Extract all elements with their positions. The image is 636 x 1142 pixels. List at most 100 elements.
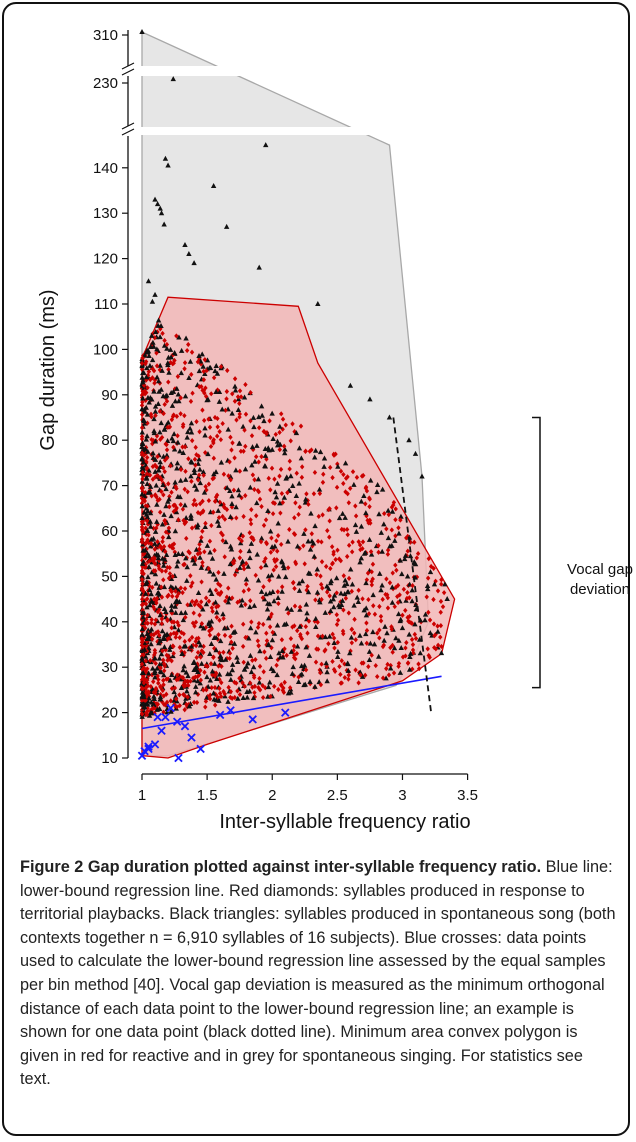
triangle-point: [366, 648, 373, 654]
diamond-point: [353, 667, 358, 673]
triangle-point: [227, 543, 234, 549]
triangle-point: [212, 599, 219, 605]
triangle-point: [179, 650, 185, 656]
diamond-point: [161, 668, 167, 674]
cross-point: [157, 726, 166, 735]
diamond-point: [216, 632, 221, 638]
diamond-point: [178, 395, 183, 401]
diamond-point: [207, 538, 213, 544]
diamond-point: [345, 491, 350, 497]
triangle-point: [275, 442, 281, 448]
diamond-point: [140, 686, 145, 692]
triangle-point: [280, 562, 287, 568]
diamond-point: [223, 407, 228, 413]
diamond-point: [346, 676, 351, 682]
triangle-point: [142, 408, 148, 414]
triangle-point: [181, 663, 187, 669]
diamond-point: [151, 705, 156, 711]
triangle-point: [225, 599, 232, 605]
diamond-point: [255, 624, 261, 630]
cross-stroke-b: [180, 721, 190, 731]
diamond-point: [250, 472, 256, 478]
triangle-point: [153, 328, 159, 334]
diamond-point: [275, 533, 281, 539]
triangle-point: [357, 669, 363, 675]
diamond-point: [188, 573, 193, 579]
diamond-point: [169, 658, 174, 664]
diamond-point: [214, 604, 219, 610]
triangle-point: [370, 592, 376, 598]
triangle-point: [249, 462, 255, 468]
diamond-point: [414, 555, 419, 561]
diamond-point: [241, 588, 246, 594]
diamond-point: [335, 461, 340, 467]
diamond-point: [385, 547, 391, 553]
diamond-point: [349, 549, 355, 555]
diamond-point: [163, 548, 168, 555]
diamond-point: [303, 527, 308, 533]
diamond-point: [198, 604, 204, 610]
triangle-point: [177, 448, 183, 454]
diamond-point: [438, 609, 443, 615]
triangle-point: [379, 582, 385, 588]
triangle-point: [172, 603, 178, 609]
triangle-point: [232, 383, 238, 389]
triangle-point: [307, 546, 314, 552]
diamond-point: [169, 625, 174, 631]
triangle-point: [267, 528, 274, 534]
triangle-point: [218, 501, 224, 507]
triangle-point: [353, 528, 360, 534]
triangle-point: [140, 459, 147, 465]
diamond-point: [316, 513, 321, 520]
triangle-point: [265, 573, 272, 579]
diamond-point: [352, 616, 357, 622]
diamond-point: [166, 575, 172, 581]
cross-point: [174, 753, 183, 763]
triangle-point: [157, 334, 163, 340]
triangle-point: [375, 653, 382, 659]
diamond-point: [267, 418, 272, 424]
diamond-point: [202, 669, 207, 675]
triangle-point: [396, 637, 402, 643]
diamond-point: [241, 448, 246, 454]
triangle-point: [160, 481, 166, 487]
diamond-point: [229, 639, 234, 645]
diamond-point: [248, 680, 253, 686]
diamond-point: [363, 501, 368, 507]
triangle-point: [186, 374, 192, 380]
diamond-point: [269, 535, 274, 541]
triangle-point: [363, 631, 369, 637]
diamond-point: [301, 543, 306, 549]
triangle-point: [276, 573, 282, 579]
diamond-point: [404, 640, 409, 646]
triangle-point: [233, 504, 239, 510]
diamond-point: [198, 654, 203, 660]
triangle-point: [140, 547, 146, 553]
diamond-point: [163, 441, 168, 447]
triangle-point: [164, 452, 170, 458]
triangle-point: [147, 510, 154, 516]
diamond-point: [257, 496, 263, 502]
diamond-point: [182, 444, 188, 450]
diamond-point: [394, 567, 399, 573]
diamond-point: [190, 390, 195, 396]
y-tick-label: 230: [93, 75, 118, 92]
triangle-point: [272, 489, 278, 495]
triangle-point: [283, 621, 290, 627]
triangle-point: [169, 402, 176, 408]
diamond-point: [147, 472, 153, 478]
diamond-point: [189, 371, 194, 378]
diamond-point: [264, 638, 270, 644]
triangle-point: [144, 514, 151, 520]
diamond-point: [386, 512, 391, 518]
caption-text: Blue line: lower-bound regression line. …: [20, 858, 616, 1089]
triangle-point: [150, 665, 156, 671]
diamond-point: [163, 568, 168, 574]
triangle-point: [303, 496, 309, 502]
diamond-point: [171, 541, 177, 547]
diamond-point: [182, 486, 187, 492]
diamond-point: [237, 411, 242, 417]
diamond-point: [143, 525, 148, 531]
triangle-point: [362, 549, 369, 555]
diamond-point: [199, 621, 205, 627]
